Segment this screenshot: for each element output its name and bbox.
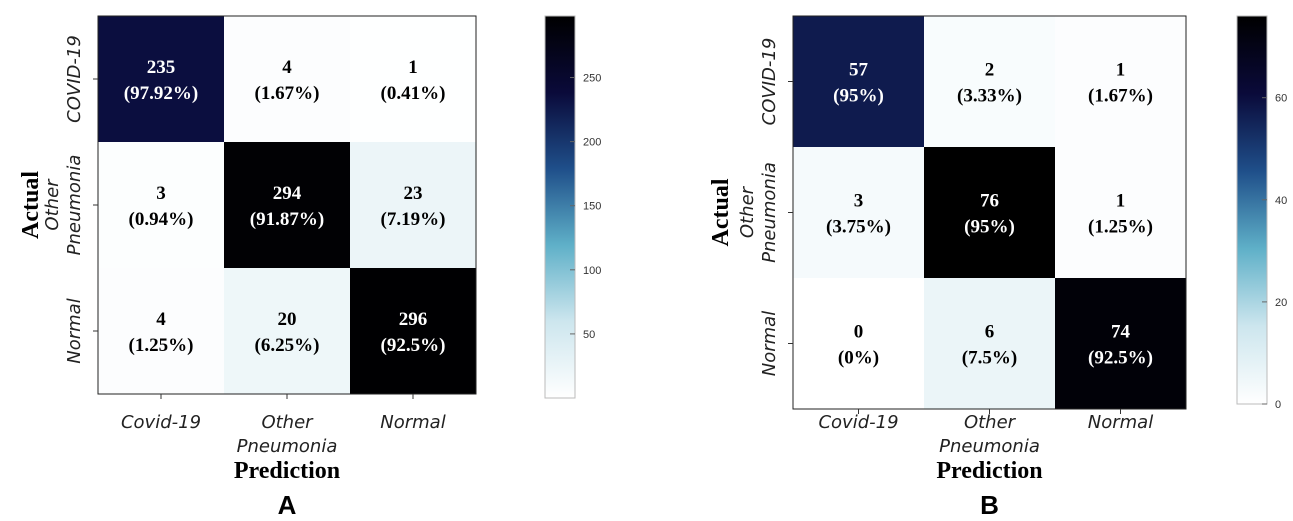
colorbar-gradient [1236, 15, 1268, 405]
cell-count: 2 [985, 60, 995, 81]
cell-percent: (3.33%) [957, 86, 1022, 107]
matrix-cell [350, 142, 476, 268]
cell-count: 235 [147, 57, 176, 78]
matrix-cell [924, 278, 1055, 409]
x-tick-label: Normal [380, 412, 445, 433]
cell-count: 294 [273, 183, 302, 204]
y-axis-title: Actual [708, 178, 734, 246]
cell-percent: (97.92%) [124, 83, 198, 104]
colorbar-tick-label: 100 [583, 265, 601, 277]
cell-count: 20 [278, 309, 297, 330]
colorbar-tick-label: 150 [583, 201, 601, 213]
matrix-cell [793, 278, 924, 409]
matrix-cell [1055, 278, 1186, 409]
cell-percent: (0.41%) [381, 83, 446, 104]
y-axis-title: Actual [18, 171, 44, 239]
y-tick-label: Pneumonia [759, 162, 780, 263]
matrix-cell [350, 16, 476, 142]
matrix-cell [924, 147, 1055, 278]
cell-percent: (95%) [964, 217, 1015, 238]
cell-percent: (1.25%) [129, 335, 194, 356]
y-tick-label: COVID-19 [64, 35, 85, 123]
matrix-cell [1055, 16, 1186, 147]
cell-percent: (7.5%) [962, 348, 1017, 369]
cell-percent: (92.5%) [1088, 348, 1153, 369]
confusion-matrix-b: 57 (95%) 2 (3.33%) 1 (1.67%) 3 (3.75%) 76 (95%) 1 (… [708, 15, 1287, 520]
y-tick-label: Normal [759, 311, 780, 376]
colorbar-tick-label: 0 [1275, 399, 1281, 411]
cell-percent: (92.5%) [381, 335, 446, 356]
cell-percent: (95%) [833, 86, 884, 107]
colorbar-gradient [544, 15, 576, 399]
cell-percent: (6.25%) [255, 335, 320, 356]
cell-count: 1 [1116, 60, 1126, 81]
cell-count: 4 [156, 309, 166, 330]
x-tick-label: Other [261, 412, 314, 433]
x-tick-label: Covid-19 [121, 412, 201, 433]
x-tick-label: Covid-19 [818, 412, 898, 433]
cell-count: 1 [408, 57, 418, 78]
confusion-matrix-a: 235 (97.92%) 4 (1.67%) 1 (0.41%) 3 (0.94%) 294 (9… [18, 15, 601, 520]
cell-count: 74 [1111, 322, 1131, 343]
cell-percent: (1.67%) [255, 83, 320, 104]
cell-count: 23 [404, 183, 423, 204]
y-tick-label: Normal [64, 298, 85, 363]
colorbar-tick-label: 60 [1275, 93, 1287, 105]
panel-label: A [278, 490, 297, 520]
cell-count: 3 [156, 183, 166, 204]
y-tick-label: Pneumonia [64, 155, 85, 256]
cell-count: 57 [849, 60, 869, 81]
matrix-cell [98, 142, 224, 268]
colorbar: 0 20 40 60 [1236, 15, 1287, 411]
cell-percent: (7.19%) [381, 209, 446, 230]
x-tick-label: Other [964, 412, 1017, 433]
cell-percent: (0%) [838, 348, 879, 369]
matrix-cell [98, 268, 224, 394]
cell-count: 6 [985, 322, 995, 343]
matrix-cell [224, 268, 350, 394]
cell-percent: (3.75%) [826, 217, 891, 238]
panel-label: B [980, 490, 999, 520]
cell-count: 76 [980, 191, 999, 212]
x-axis-title: Prediction [936, 458, 1042, 484]
colorbar-tick-label: 40 [1275, 195, 1287, 207]
cell-count: 1 [1116, 191, 1126, 212]
colorbar-tick-label: 250 [583, 73, 601, 85]
matrix-cell [924, 16, 1055, 147]
cell-percent: (91.87%) [250, 209, 324, 230]
matrix-cell [793, 16, 924, 147]
y-tick-label: COVID-19 [759, 38, 780, 126]
cell-percent: (1.67%) [1088, 86, 1153, 107]
cell-percent: (0.94%) [129, 209, 194, 230]
colorbar-tick-label: 50 [583, 329, 595, 341]
matrix-cell [350, 268, 476, 394]
x-tick-label: Pneumonia [237, 436, 338, 457]
matrix-cell [224, 16, 350, 142]
x-axis-title: Prediction [234, 458, 340, 484]
colorbar-tick-label: 200 [583, 137, 601, 149]
cell-count: 296 [399, 309, 428, 330]
cell-count: 0 [854, 322, 864, 343]
cell-percent: (1.25%) [1088, 217, 1153, 238]
matrix-cell [793, 147, 924, 278]
matrix-cell [224, 142, 350, 268]
y-tick-label: Other [42, 178, 63, 231]
colorbar: 50 100 150 200 250 [544, 15, 601, 399]
colorbar-tick-label: 20 [1275, 297, 1287, 309]
x-tick-label: Normal [1088, 412, 1153, 433]
y-tick-label: Other [737, 185, 758, 238]
matrix-cell [1055, 147, 1186, 278]
cell-count: 3 [854, 191, 864, 212]
matrix-cell [98, 16, 224, 142]
cell-count: 4 [282, 57, 292, 78]
x-tick-label: Pneumonia [939, 436, 1040, 457]
